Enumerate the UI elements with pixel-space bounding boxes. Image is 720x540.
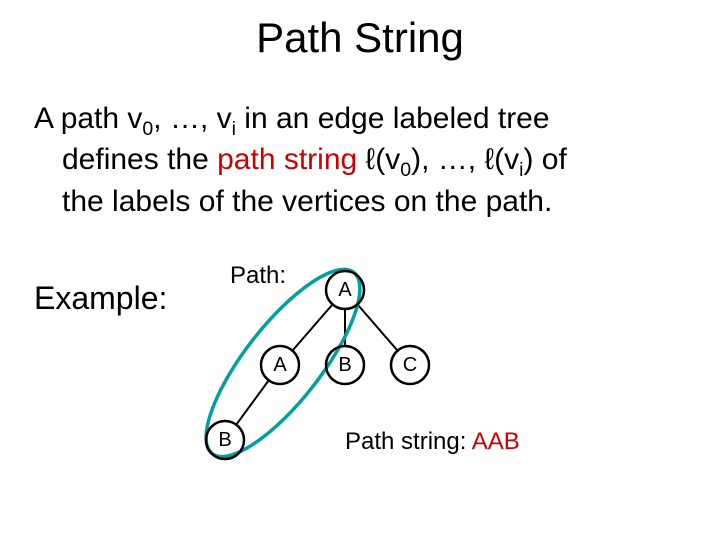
example-label: Example: bbox=[34, 280, 167, 317]
definition-text: A path v0, …, vi in an edge labeled tree… bbox=[34, 100, 694, 220]
tree-edge bbox=[292, 304, 332, 350]
pathstring-value: AAB bbox=[472, 428, 520, 455]
text-frag: , …, v bbox=[153, 102, 231, 135]
text-frag: defines the bbox=[62, 143, 217, 176]
pathstring-label: Path string: AAB bbox=[345, 428, 520, 456]
tree-node bbox=[261, 346, 299, 384]
path-label: Path: bbox=[230, 262, 286, 290]
tree-node bbox=[326, 346, 364, 384]
tree-node bbox=[391, 346, 429, 384]
text-frag: in an edge labeled tree bbox=[236, 102, 550, 135]
emph-pathstring: path string bbox=[217, 143, 357, 176]
text-frag: ℓ(v bbox=[357, 143, 400, 176]
tree-edge bbox=[236, 380, 269, 424]
page-title: Path String bbox=[0, 14, 720, 62]
tree-node bbox=[326, 271, 364, 309]
text-sub: 0 bbox=[400, 159, 411, 181]
tree-node-label: B bbox=[218, 429, 231, 451]
tree-node-label: B bbox=[338, 354, 351, 376]
tree-edge bbox=[357, 304, 397, 350]
text-sub: 0 bbox=[142, 118, 153, 140]
text-frag: the labels of the vertices on the path. bbox=[34, 183, 694, 221]
tree-diagram: AABCB bbox=[0, 0, 720, 540]
tree-node-label: A bbox=[338, 279, 352, 301]
text-frag: A path v bbox=[34, 102, 142, 135]
tree-node bbox=[206, 421, 244, 459]
tree-node-label: A bbox=[273, 354, 287, 376]
text-frag: ), …, ℓ(v bbox=[411, 143, 519, 176]
pathstring-prefix: Path string: bbox=[345, 428, 472, 455]
text-frag: ) of bbox=[523, 143, 566, 176]
tree-node-label: C bbox=[403, 354, 417, 376]
